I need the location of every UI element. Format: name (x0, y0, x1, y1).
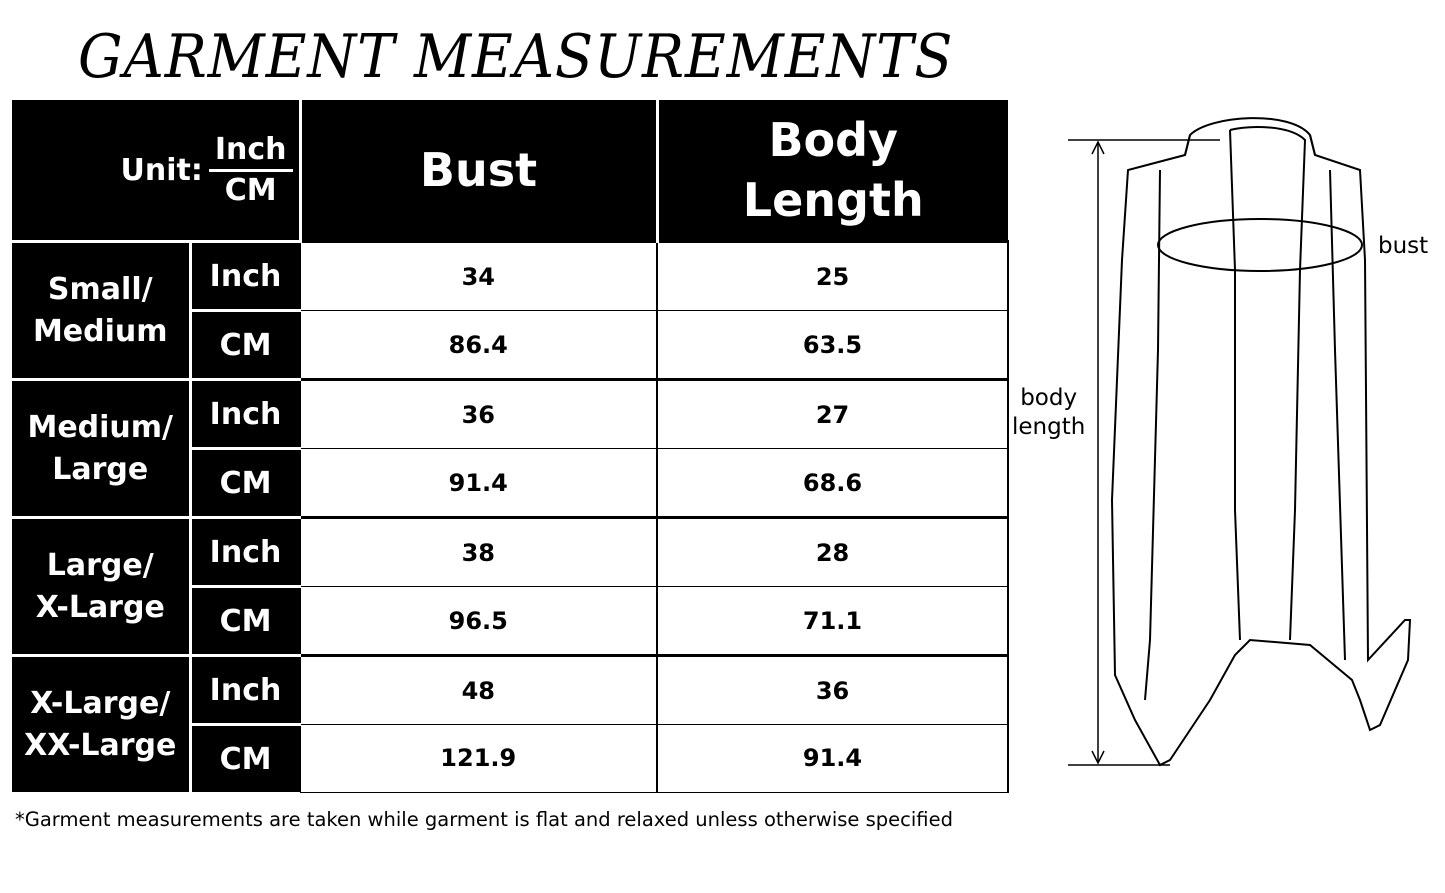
bust-value: 91.4 (299, 448, 659, 518)
unit-cell: Inch (190, 516, 301, 587)
unit-inch: Inch (208, 131, 293, 172)
body-length-value: 71.1 (656, 586, 1010, 656)
size-chart-table: Unit: Inch CM Bust Body Length Small/Mediu… (12, 100, 1010, 793)
size-label: X-Large/XX-Large (12, 654, 192, 792)
table-row: Small/Medium Inch 34 25 (12, 240, 1010, 380)
bust-value: 34 (299, 240, 659, 311)
unit-cell: Inch (190, 654, 301, 725)
garment-diagram (1068, 117, 1412, 767)
table-row: CM 96.5 71.1 (12, 585, 1010, 656)
body-length-value: 28 (656, 516, 1010, 587)
body-length-value: 36 (656, 654, 1010, 725)
body-length-value: 25 (656, 240, 1010, 311)
unit-cell: Inch (190, 378, 301, 449)
table-row: X-Large/XX-Large Inch 48 36 (12, 654, 1010, 792)
size-label: Small/Medium (12, 240, 192, 380)
body-length-header: Body Length (657, 100, 1009, 242)
body-length-value: 63.5 (656, 310, 1010, 380)
unit-cell: CM (190, 585, 301, 656)
footnote: *Garment measurements are taken while ga… (15, 808, 953, 831)
bust-value: 48 (299, 654, 659, 725)
page-title: GARMENT MEASUREMENTS (78, 22, 954, 92)
cardigan-drawing (1110, 117, 1412, 767)
unit-cell: CM (190, 723, 301, 792)
body-length-value: 27 (656, 378, 1010, 449)
table-row: CM 86.4 63.5 (12, 309, 1010, 380)
body-length-label: body length (1012, 385, 1086, 440)
bust-value: 121.9 (299, 724, 659, 793)
bust-ellipse (1157, 218, 1363, 272)
body-length-value: 91.4 (656, 724, 1010, 793)
size-label: Large/X-Large (12, 516, 192, 656)
bust-header: Bust (300, 100, 659, 242)
unit-cm: CM (224, 172, 277, 208)
bust-value: 96.5 (299, 586, 659, 656)
bust-value: 38 (299, 516, 659, 587)
body-length-value: 68.6 (656, 448, 1010, 518)
unit-cell: CM (190, 447, 301, 518)
size-label: Medium/Large (12, 378, 192, 518)
unit-cell: Inch (190, 240, 301, 311)
header-row: Unit: Inch CM Bust Body Length (12, 100, 1009, 242)
unit-label: Unit: (120, 152, 203, 188)
table-row: CM 121.9 91.4 (12, 723, 1010, 793)
unit-header: Unit: Inch CM (12, 100, 302, 242)
bust-value: 36 (299, 378, 659, 449)
bust-label: bust (1378, 233, 1429, 259)
table-row: CM 91.4 68.6 (12, 447, 1010, 518)
body-length-arrow (1068, 139, 1220, 766)
table-row: Medium/Large Inch 36 27 (12, 378, 1010, 518)
table-row: Large/X-Large Inch 38 28 (12, 516, 1010, 656)
bust-value: 86.4 (299, 310, 659, 380)
unit-cell: CM (190, 309, 301, 380)
